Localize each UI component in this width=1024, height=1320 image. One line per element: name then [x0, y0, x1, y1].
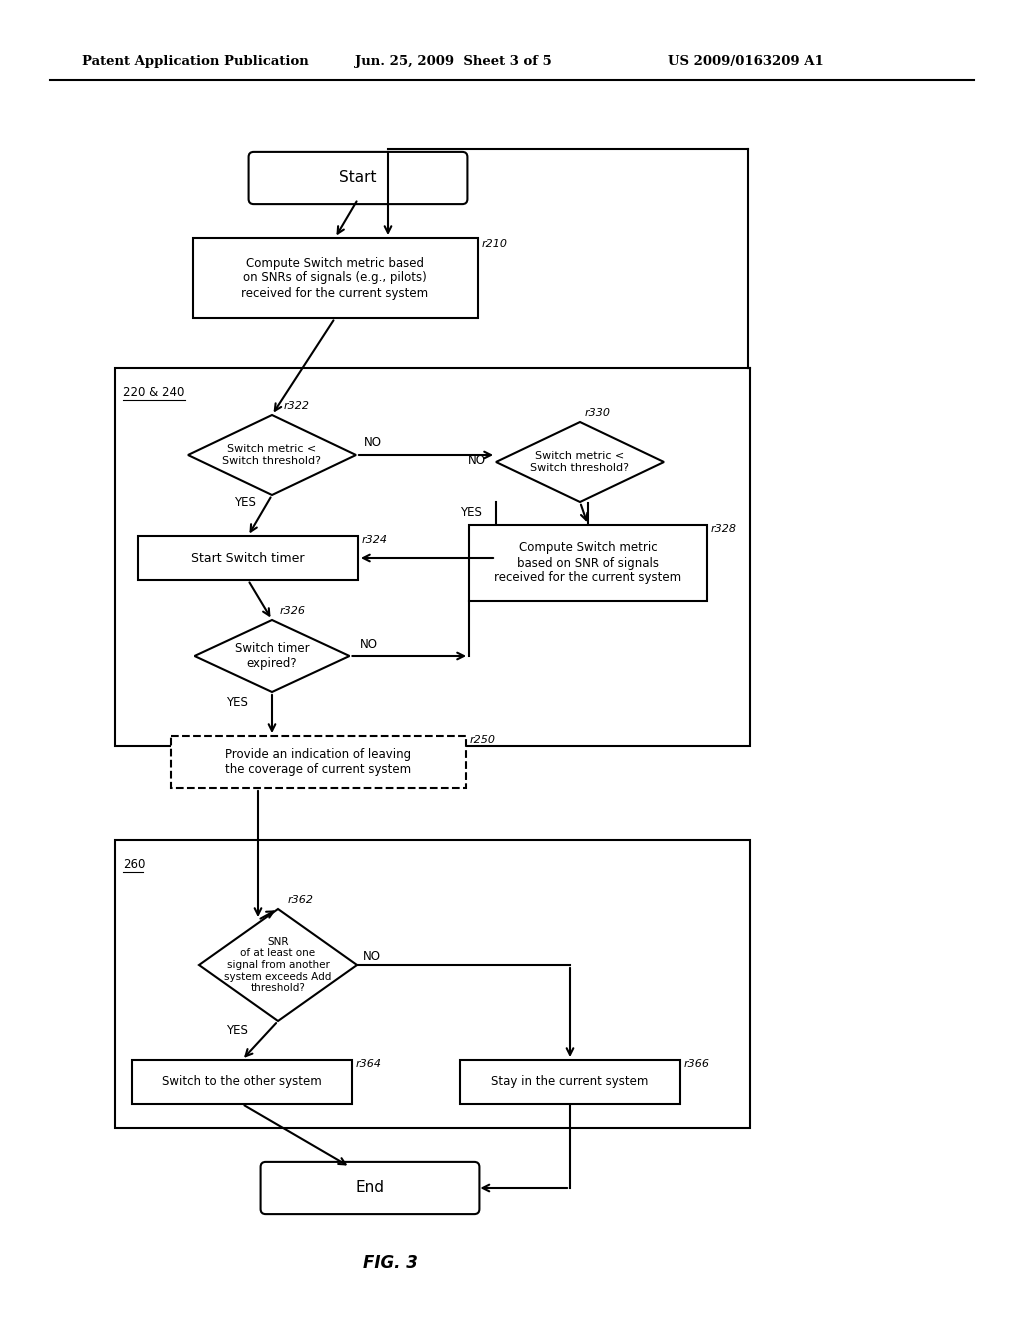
Text: NO: NO: [468, 454, 486, 467]
Bar: [115, 368, 750, 746]
Text: Start: Start: [339, 170, 377, 186]
Text: r322: r322: [284, 401, 310, 411]
Polygon shape: [195, 620, 349, 692]
Text: YES: YES: [226, 1024, 248, 1038]
Polygon shape: [199, 909, 357, 1020]
Text: Compute Switch metric based
on SNRs of signals (e.g., pilots)
received for the c: Compute Switch metric based on SNRs of s…: [242, 256, 429, 300]
Text: r210: r210: [481, 239, 508, 249]
Text: NO: NO: [364, 437, 382, 450]
Text: Switch metric <
Switch threshold?: Switch metric < Switch threshold?: [530, 451, 630, 473]
Bar: [138, 536, 358, 579]
Text: Switch metric <
Switch threshold?: Switch metric < Switch threshold?: [222, 445, 322, 466]
Text: Compute Switch metric
based on SNR of signals
received for the current system: Compute Switch metric based on SNR of si…: [495, 541, 682, 585]
Text: Switch timer
expired?: Switch timer expired?: [234, 642, 309, 671]
Polygon shape: [188, 414, 356, 495]
Polygon shape: [496, 422, 664, 502]
Text: Start Switch timer: Start Switch timer: [191, 552, 305, 565]
Bar: [469, 525, 707, 601]
Text: NO: NO: [362, 950, 381, 964]
Text: r330: r330: [585, 408, 611, 418]
Text: SNR
of at least one
signal from another
system exceeds Add
threshold?: SNR of at least one signal from another …: [224, 937, 332, 993]
Text: US 2009/0163209 A1: US 2009/0163209 A1: [668, 55, 823, 69]
Bar: [460, 1060, 680, 1104]
Bar: [193, 238, 477, 318]
Text: Switch to the other system: Switch to the other system: [162, 1076, 322, 1089]
Text: 220 & 240: 220 & 240: [123, 385, 184, 399]
Text: Jun. 25, 2009  Sheet 3 of 5: Jun. 25, 2009 Sheet 3 of 5: [355, 55, 552, 69]
FancyBboxPatch shape: [260, 1162, 479, 1214]
Bar: [171, 737, 466, 788]
Text: Patent Application Publication: Patent Application Publication: [82, 55, 309, 69]
Bar: [115, 840, 750, 1129]
Text: r366: r366: [684, 1059, 710, 1069]
Text: r324: r324: [362, 535, 388, 545]
Text: Provide an indication of leaving
the coverage of current system: Provide an indication of leaving the cov…: [225, 748, 411, 776]
Text: r362: r362: [288, 895, 314, 906]
Text: FIG. 3: FIG. 3: [362, 1254, 418, 1272]
Text: r364: r364: [356, 1059, 382, 1069]
Text: Stay in the current system: Stay in the current system: [492, 1076, 648, 1089]
Text: r326: r326: [280, 606, 306, 616]
Text: r250: r250: [469, 735, 496, 744]
FancyBboxPatch shape: [249, 152, 467, 205]
Text: YES: YES: [234, 496, 256, 510]
Text: 260: 260: [123, 858, 145, 871]
Text: YES: YES: [460, 506, 482, 519]
Bar: [132, 1060, 352, 1104]
Text: NO: NO: [359, 638, 378, 651]
Text: End: End: [355, 1180, 384, 1196]
Text: YES: YES: [226, 696, 248, 709]
Text: r328: r328: [711, 524, 737, 535]
